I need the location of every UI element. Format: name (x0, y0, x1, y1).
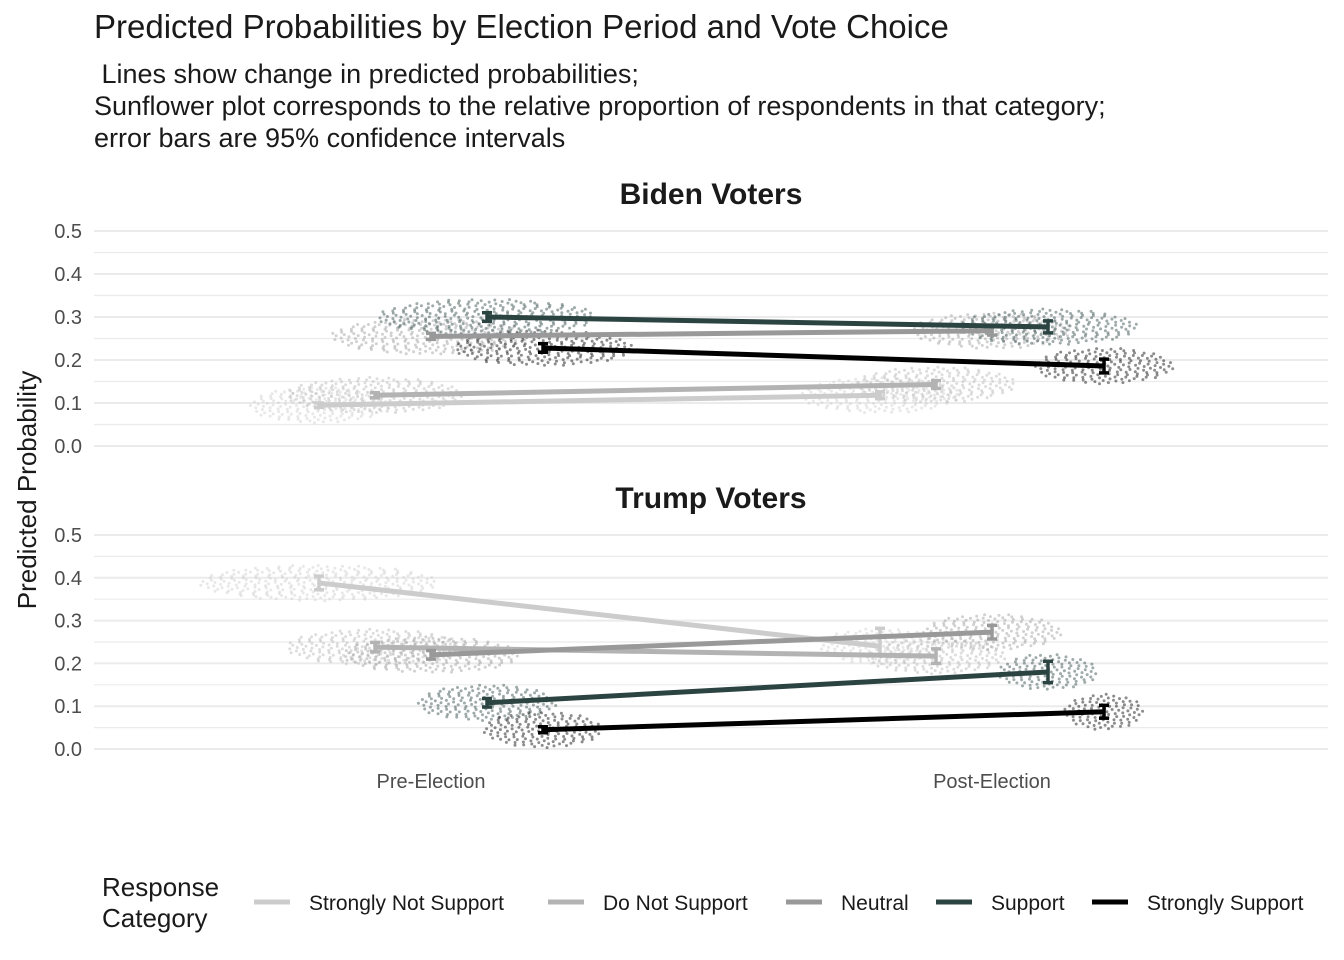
chart-subtitle: Lines show change in predicted probabili… (94, 59, 1106, 153)
legend-title: Response Category (102, 872, 219, 933)
legend-label: Strongly Not Support (309, 892, 504, 915)
error-bar (426, 331, 436, 342)
y-axis-title: Predicted Probability (12, 371, 42, 609)
series-line (486, 669, 1049, 706)
y-tick-label: 0.0 (54, 436, 82, 458)
series-line (430, 629, 993, 658)
error-bar (538, 341, 548, 355)
series-line (486, 314, 1049, 330)
error-bar (426, 648, 436, 661)
y-tick-label: 0.2 (54, 653, 82, 675)
error-bar (875, 390, 885, 401)
series-line (542, 709, 1105, 733)
series-line (374, 644, 937, 659)
legend-label: Strongly Support (1147, 892, 1304, 915)
legend-item: Support (936, 892, 1065, 915)
series-line (542, 345, 1105, 369)
legend-item: Strongly Not Support (254, 892, 504, 915)
y-tick-label: 0.5 (54, 221, 82, 243)
x-tick-label: Post-Election (933, 771, 1051, 793)
error-bar (1099, 703, 1109, 720)
y-tick-label: 0.0 (54, 739, 82, 761)
error-bar (987, 623, 997, 641)
legend: Response Category Strongly Not Support Do … (102, 872, 1304, 933)
series-line (318, 392, 881, 408)
y-tick-label: 0.5 (54, 525, 82, 547)
panel-title: Biden Voters (620, 178, 803, 211)
series-layer (314, 310, 1109, 410)
sunflower-cloud (998, 653, 1098, 691)
y-tick-label: 0.1 (54, 696, 82, 718)
gridlines (94, 230, 1328, 447)
error-bar (314, 574, 324, 592)
series-layer (314, 574, 1109, 735)
y-tick-label: 0.4 (54, 264, 82, 286)
error-bar (538, 724, 548, 735)
error-bar (931, 647, 941, 666)
sunflower-cloud (1033, 347, 1175, 386)
error-bar (482, 696, 492, 709)
y-tick-label: 0.2 (54, 350, 82, 372)
series-line (374, 382, 937, 398)
sunflower-cloud (865, 637, 1007, 676)
legend-label: Neutral (841, 892, 909, 915)
legend-item: Do Not Support (548, 892, 748, 915)
error-bar (1099, 357, 1109, 375)
panel-1: 0.0 0.1 0.2 0.3 0.4 0.5 Biden Voters (54, 178, 1328, 458)
error-bar (370, 390, 380, 400)
x-axis-ticks: Pre-Election Post-Election (377, 771, 1051, 793)
x-tick-label: Pre-Election (377, 771, 486, 793)
series-line (318, 580, 881, 649)
error-bar (1043, 659, 1053, 685)
gridlines (94, 534, 1328, 750)
error-bar (1043, 319, 1053, 335)
legend-item: Strongly Support (1092, 892, 1304, 915)
error-bar (931, 378, 941, 391)
y-tick-label: 0.4 (54, 568, 82, 590)
y-tick-label: 0.3 (54, 611, 82, 633)
y-tick-label: 0.1 (54, 393, 82, 415)
sunflower-cloud (378, 298, 596, 337)
error-bar (314, 401, 324, 410)
chart-title: Predicted Probabilities by Election Peri… (94, 8, 949, 45)
legend-label: Support (991, 892, 1065, 915)
error-bar (482, 310, 492, 324)
panel-title: Trump Voters (615, 482, 806, 515)
legend-label: Do Not Support (603, 892, 748, 915)
legend-item: Neutral (786, 892, 909, 915)
y-tick-label: 0.3 (54, 307, 82, 329)
series-line (430, 328, 993, 339)
panel-2: 0.0 0.1 0.2 0.3 0.4 0.5 Trump Voters (54, 482, 1328, 761)
sunflower-layer (199, 564, 1145, 750)
error-bar (370, 640, 380, 654)
